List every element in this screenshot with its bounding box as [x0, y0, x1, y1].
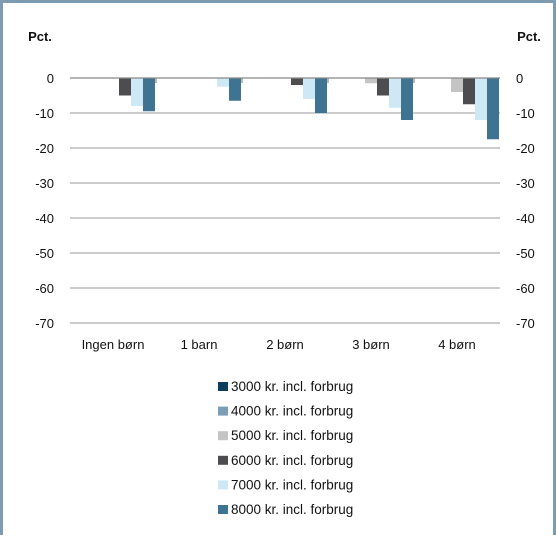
y-tick-label-left: -10 [35, 106, 54, 121]
category-label: 3 børn [352, 337, 390, 352]
bar-6-2 [229, 78, 241, 101]
y-tick-label-right: -40 [516, 211, 535, 226]
right-axis-unit-label: Pct. [517, 29, 541, 44]
legend-swatch [218, 455, 228, 465]
y-tick-label-left: -70 [35, 316, 54, 331]
legend-swatch [218, 382, 228, 391]
bar-3-5 [451, 78, 463, 92]
bar-5-4 [389, 78, 401, 108]
y-tick-label-left: -30 [35, 176, 54, 191]
legend-swatch [218, 505, 228, 514]
bar-4-3 [291, 78, 303, 85]
left-axis-unit-label: Pct. [28, 29, 52, 44]
bar-4-1 [119, 78, 131, 96]
bar-chart: Pct. Pct. 0 0 -10 -10 -20 -20 -30 -30 -40 -40 -50 -… [28, 29, 541, 517]
bar-3-4 [365, 78, 377, 84]
legend-label: 7000 kr. incl. forbrug [231, 477, 353, 492]
category-label: 2 børn [266, 337, 304, 352]
y-tick-label-right: -30 [516, 176, 535, 191]
y-tick-label-left: -60 [35, 281, 54, 296]
y-tick-label-left: -20 [35, 141, 54, 156]
category-label: 4 børn [438, 337, 476, 352]
legend-label: 6000 kr. incl. forbrug [231, 453, 353, 468]
bar-6-5 [487, 78, 499, 140]
legend-swatch [218, 406, 228, 416]
legend-label: 4000 kr. incl. forbrug [231, 404, 353, 419]
bar-4-4 [377, 78, 389, 96]
bar-5-3 [303, 78, 315, 99]
y-tick-label-right: -50 [516, 246, 535, 261]
y-tick-label-left: -40 [35, 211, 54, 226]
legend-swatch [218, 480, 228, 490]
legend-label: 8000 kr. incl. forbrug [231, 502, 353, 517]
bar-6-4 [401, 78, 413, 120]
y-tick-label-right: -70 [516, 316, 535, 331]
bar-5-5 [475, 78, 487, 120]
y-tick-label-right: -20 [516, 141, 535, 156]
category-label: Ingen børn [82, 337, 145, 352]
bar-5-1 [131, 78, 143, 106]
legend-label: 3000 kr. incl. forbrug [231, 379, 353, 394]
bar-6-3 [315, 78, 327, 113]
category-label: 1 barn [181, 337, 218, 352]
y-tick-label-right: 0 [516, 71, 523, 86]
y-tick-label-right: -60 [516, 281, 535, 296]
y-tick-label-left: -50 [35, 246, 54, 261]
legend-swatch [218, 431, 228, 441]
bar-5-2 [217, 78, 229, 87]
y-tick-label-left: 0 [47, 71, 54, 86]
legend-label: 5000 kr. incl. forbrug [231, 428, 353, 443]
bar-6-1 [143, 78, 155, 112]
bar-4-5 [463, 78, 475, 105]
y-tick-label-right: -10 [516, 106, 535, 121]
